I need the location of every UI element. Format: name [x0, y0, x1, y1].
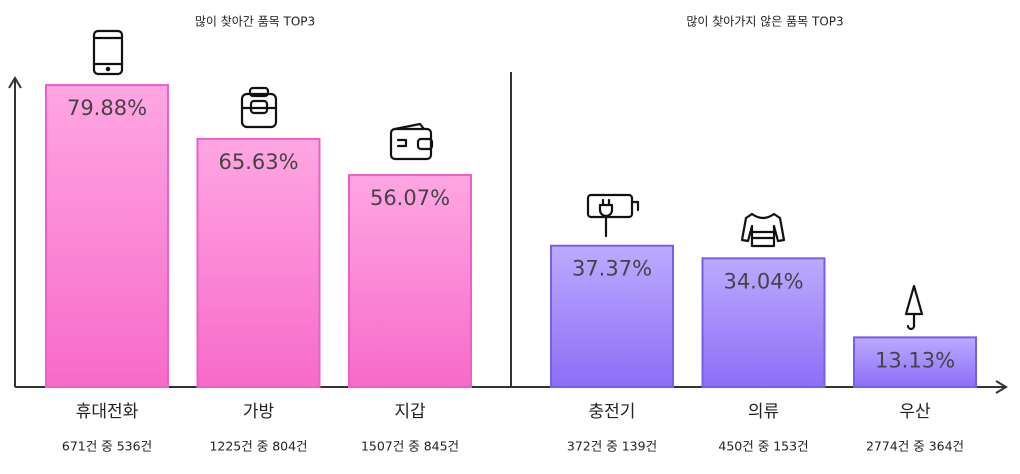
icons — [92, 29, 924, 331]
category-label: 의류 — [748, 402, 779, 422]
panel-title: 많이 찾아간 품목 TOP3 — [195, 15, 315, 29]
category-label: 휴대전화 — [76, 402, 139, 422]
value-label: 56.07% — [370, 186, 450, 210]
value-label: 65.63% — [218, 150, 298, 174]
count-label: 1507건 중 845건 — [361, 439, 459, 454]
category-label: 지갑 — [394, 402, 426, 422]
bar — [45, 84, 169, 389]
panel-title: 많이 찾아가지 않은 품목 TOP3 — [686, 15, 843, 29]
value-label: 13.13% — [875, 348, 955, 372]
bar — [196, 137, 321, 388]
value-label: 34.04% — [723, 269, 803, 293]
category-label: 우산 — [899, 402, 931, 422]
bar — [701, 257, 826, 388]
count-label: 1225건 중 804건 — [209, 439, 307, 454]
bar — [853, 336, 977, 388]
count-label: 671건 중 536건 — [62, 439, 152, 454]
count-label: 372건 중 139건 — [567, 439, 657, 454]
bar — [348, 174, 472, 388]
axes — [8, 72, 1008, 394]
count-label: 450건 중 153건 — [718, 439, 808, 454]
category-label: 가방 — [243, 402, 275, 422]
value-label: 37.37% — [572, 257, 652, 281]
count-label: 2774건 중 364건 — [866, 439, 964, 454]
value-label: 79.88% — [67, 96, 147, 120]
bar — [550, 244, 674, 388]
category-label: 충전기 — [589, 402, 636, 422]
